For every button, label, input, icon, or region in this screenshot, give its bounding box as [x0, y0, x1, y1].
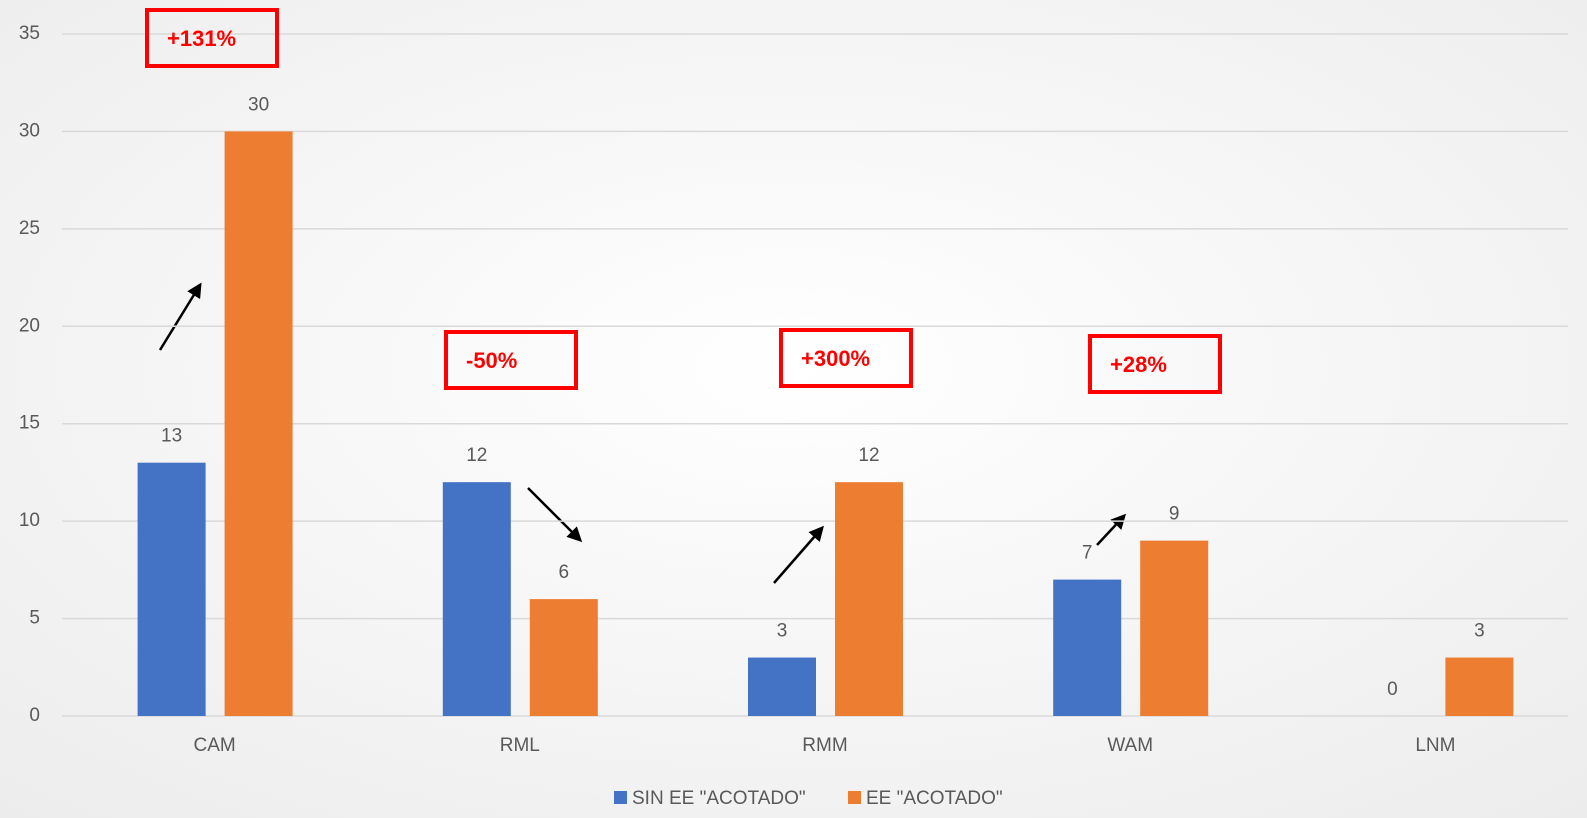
annotation: +131%: [167, 26, 236, 51]
bar: [137, 462, 206, 716]
bar: [224, 131, 293, 716]
legend-label: EE "ACOTADO": [866, 788, 1003, 809]
bar: [748, 657, 816, 716]
data-label: 12: [466, 445, 487, 466]
data-label: 7: [1082, 543, 1093, 564]
bar: [529, 599, 598, 716]
annotation: +300%: [801, 346, 870, 371]
x-tick-label: RMM: [802, 735, 847, 756]
data-label: 0: [1387, 679, 1398, 700]
bar: [1053, 579, 1122, 716]
data-label: 12: [858, 445, 879, 466]
bar: [442, 482, 511, 716]
y-tick-label: 5: [29, 608, 40, 629]
annotation: +28%: [1110, 352, 1167, 377]
annotation-box: [1088, 334, 1222, 394]
x-tick-label: LNM: [1415, 735, 1455, 756]
y-tick-label: 15: [19, 413, 40, 434]
legend-label: SIN EE "ACOTADO": [632, 788, 806, 809]
arrows: [158, 282, 1127, 584]
data-label: 3: [777, 621, 788, 642]
data-label: 13: [161, 426, 182, 447]
legend-swatch: [614, 791, 627, 804]
annotation-box: [444, 330, 578, 390]
bar: [1445, 657, 1514, 716]
x-tick-label: WAM: [1107, 735, 1153, 756]
annotation-box: [145, 8, 279, 68]
x-tick-label: RML: [500, 735, 540, 756]
y-tick-label: 10: [19, 510, 40, 531]
bar: [1140, 540, 1209, 716]
data-label: 9: [1169, 504, 1180, 525]
legend-swatch: [848, 791, 861, 804]
y-tick-label: 0: [29, 705, 40, 726]
annotation: -50%: [466, 348, 517, 373]
y-tick-label: 30: [19, 120, 40, 141]
y-tick-label: 25: [19, 218, 40, 239]
arrow: [158, 282, 202, 351]
y-tick-label: 20: [19, 315, 40, 336]
arrow: [773, 525, 824, 584]
y-tick-label: 35: [19, 23, 40, 44]
data-label: 3: [1474, 621, 1485, 642]
arrow: [527, 487, 583, 543]
annotation-box: [779, 328, 913, 388]
x-tick-label: CAM: [193, 735, 235, 756]
data-label: 6: [559, 562, 570, 583]
bar: [835, 482, 903, 716]
data-label: 30: [248, 94, 269, 115]
